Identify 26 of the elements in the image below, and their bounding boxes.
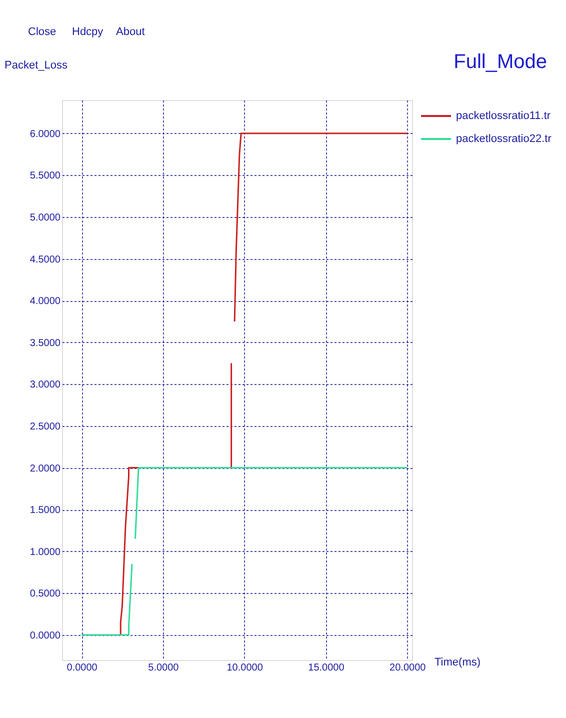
y-tick-label: 4.0000 (30, 296, 61, 308)
x-axis-title: Time(ms) (434, 656, 481, 668)
x-tick-label: 20.0000 (390, 662, 426, 674)
legend-label: packetlossratio11.tr (456, 110, 551, 122)
x-tick-label: 10.0000 (226, 662, 264, 674)
text: Close (28, 26, 56, 38)
y-tick-label: 1.5000 (30, 505, 61, 516)
y-tick-label: 0.5000 (30, 588, 61, 600)
x-tick-label: 0.0000 (66, 662, 98, 674)
x-tick-label: 15.0000 (308, 662, 345, 674)
text: About (116, 26, 145, 38)
y-tick-label: 6.0000 (30, 128, 61, 140)
y-tick-label: 3.5000 (30, 338, 61, 349)
text: Hdcpy (72, 26, 104, 38)
text: Full_Mode (454, 51, 547, 73)
y-tick-label: 3.0000 (30, 380, 61, 391)
y-tick-label: 0.0000 (30, 630, 61, 642)
y-tick-label: 2.5000 (30, 421, 61, 432)
y-tick-label: 4.5000 (30, 254, 61, 266)
x-tick-label: 5.0000 (148, 662, 180, 674)
y-tick-label: 2.0000 (30, 463, 61, 474)
y-axis-title: Packet_Loss (4, 60, 68, 72)
y-tick-label: 5.0000 (30, 212, 61, 224)
y-tick-label: 1.0000 (30, 546, 61, 558)
y-tick-label: 5.5000 (30, 170, 61, 182)
legend-label: packetlossratio22.tr (456, 133, 552, 145)
